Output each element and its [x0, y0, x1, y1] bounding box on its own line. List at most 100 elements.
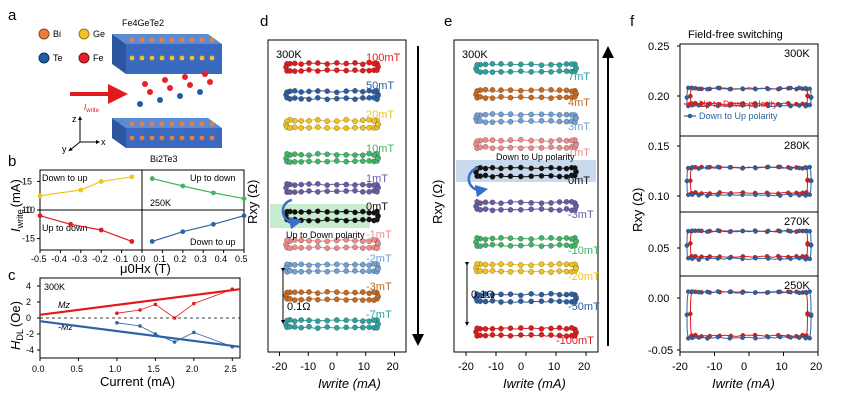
panel-c-ylabel: HDL(Oe) — [8, 301, 25, 350]
data-point — [556, 199, 563, 205]
data-point — [507, 87, 514, 93]
data-point — [568, 325, 575, 331]
data-point — [528, 200, 534, 206]
data-point — [482, 137, 489, 143]
data-point — [298, 245, 304, 251]
data-point — [538, 326, 545, 332]
data-point — [807, 335, 812, 341]
data-point — [129, 239, 135, 244]
legend-te: Te — [53, 53, 63, 63]
y-tick-label: 15 — [22, 176, 32, 186]
data-point — [477, 173, 484, 179]
data-point — [360, 216, 366, 223]
scalebar-label: 0.1Ω — [287, 301, 311, 313]
data-point — [498, 299, 504, 305]
data-point — [563, 87, 570, 94]
data-point — [298, 61, 304, 67]
data-point — [315, 117, 321, 123]
data-point — [727, 229, 733, 234]
data-point — [507, 243, 514, 249]
data-point — [489, 332, 496, 338]
data-point — [498, 242, 504, 248]
data-point — [306, 67, 312, 73]
data-point — [343, 152, 349, 158]
fit-line — [39, 320, 241, 348]
data-point — [696, 103, 702, 108]
data-point — [482, 332, 489, 339]
fe-atom-icon — [147, 89, 153, 95]
data-point — [482, 268, 489, 275]
data-point — [292, 60, 298, 67]
y-tick-label: -10 — [22, 205, 35, 215]
axis-y-label: y — [62, 144, 67, 154]
panel-d-label: d — [260, 13, 268, 30]
data-point — [556, 298, 563, 305]
x-tick-label: -0.5 — [31, 254, 47, 264]
data-point — [334, 125, 340, 131]
data-point — [360, 289, 366, 295]
data-point — [777, 86, 783, 91]
data-point — [568, 291, 575, 297]
data-point — [298, 296, 304, 303]
axes-triad-icon: z y x — [62, 114, 106, 154]
data-point — [482, 111, 489, 118]
data-point — [298, 209, 304, 215]
data-point — [705, 229, 710, 234]
data-point — [803, 289, 808, 295]
fe-atom-icon — [78, 52, 90, 64]
data-point — [315, 217, 321, 224]
data-point — [366, 189, 372, 195]
data-point — [507, 137, 514, 143]
data-point — [548, 235, 554, 241]
data-point — [696, 257, 702, 262]
data-point — [777, 193, 783, 198]
data-point — [298, 189, 304, 195]
data-point — [528, 145, 534, 151]
data-point — [352, 187, 358, 194]
data-point — [324, 261, 330, 268]
data-point — [573, 265, 579, 272]
data-point — [507, 235, 514, 241]
data-point — [343, 324, 349, 331]
data-point — [482, 261, 489, 268]
data-point — [334, 209, 340, 215]
field-label: -3mT — [366, 281, 392, 293]
data-point — [573, 294, 579, 301]
series-line — [116, 288, 233, 319]
data-point — [568, 199, 575, 205]
data-point — [477, 94, 484, 100]
data-point — [518, 292, 524, 299]
quadrant-label: Up to down — [190, 173, 236, 183]
data-point — [315, 60, 321, 66]
panel-d-xlabel: Iwrite (mA) — [318, 376, 381, 391]
data-point — [573, 90, 579, 97]
data-point — [172, 340, 177, 344]
data-point — [518, 298, 524, 304]
field-label: 7mT — [568, 71, 590, 83]
data-point — [796, 228, 802, 234]
legend-fe: Fe — [93, 53, 104, 63]
data-point — [690, 228, 695, 233]
data-point — [315, 88, 321, 94]
x-tick-label: 0.1 — [153, 254, 166, 264]
data-point — [715, 334, 721, 340]
data-point — [507, 61, 514, 67]
data-point — [489, 145, 496, 151]
data-point — [375, 240, 381, 247]
data-point — [715, 164, 721, 170]
data-point — [115, 321, 119, 325]
data-point — [324, 182, 330, 188]
fe-atom-icon — [142, 81, 148, 87]
panel-f-ylabel: Rxy (Ω) — [630, 188, 645, 232]
data-point — [489, 137, 496, 143]
data-point — [788, 289, 793, 295]
data-point — [375, 121, 381, 128]
data-point — [315, 124, 321, 130]
data-point — [556, 118, 563, 125]
data-point — [518, 68, 524, 74]
data-point — [366, 268, 372, 274]
data-point — [538, 94, 545, 101]
data-point — [482, 326, 489, 332]
data-point — [334, 289, 340, 295]
data-point — [489, 119, 496, 125]
